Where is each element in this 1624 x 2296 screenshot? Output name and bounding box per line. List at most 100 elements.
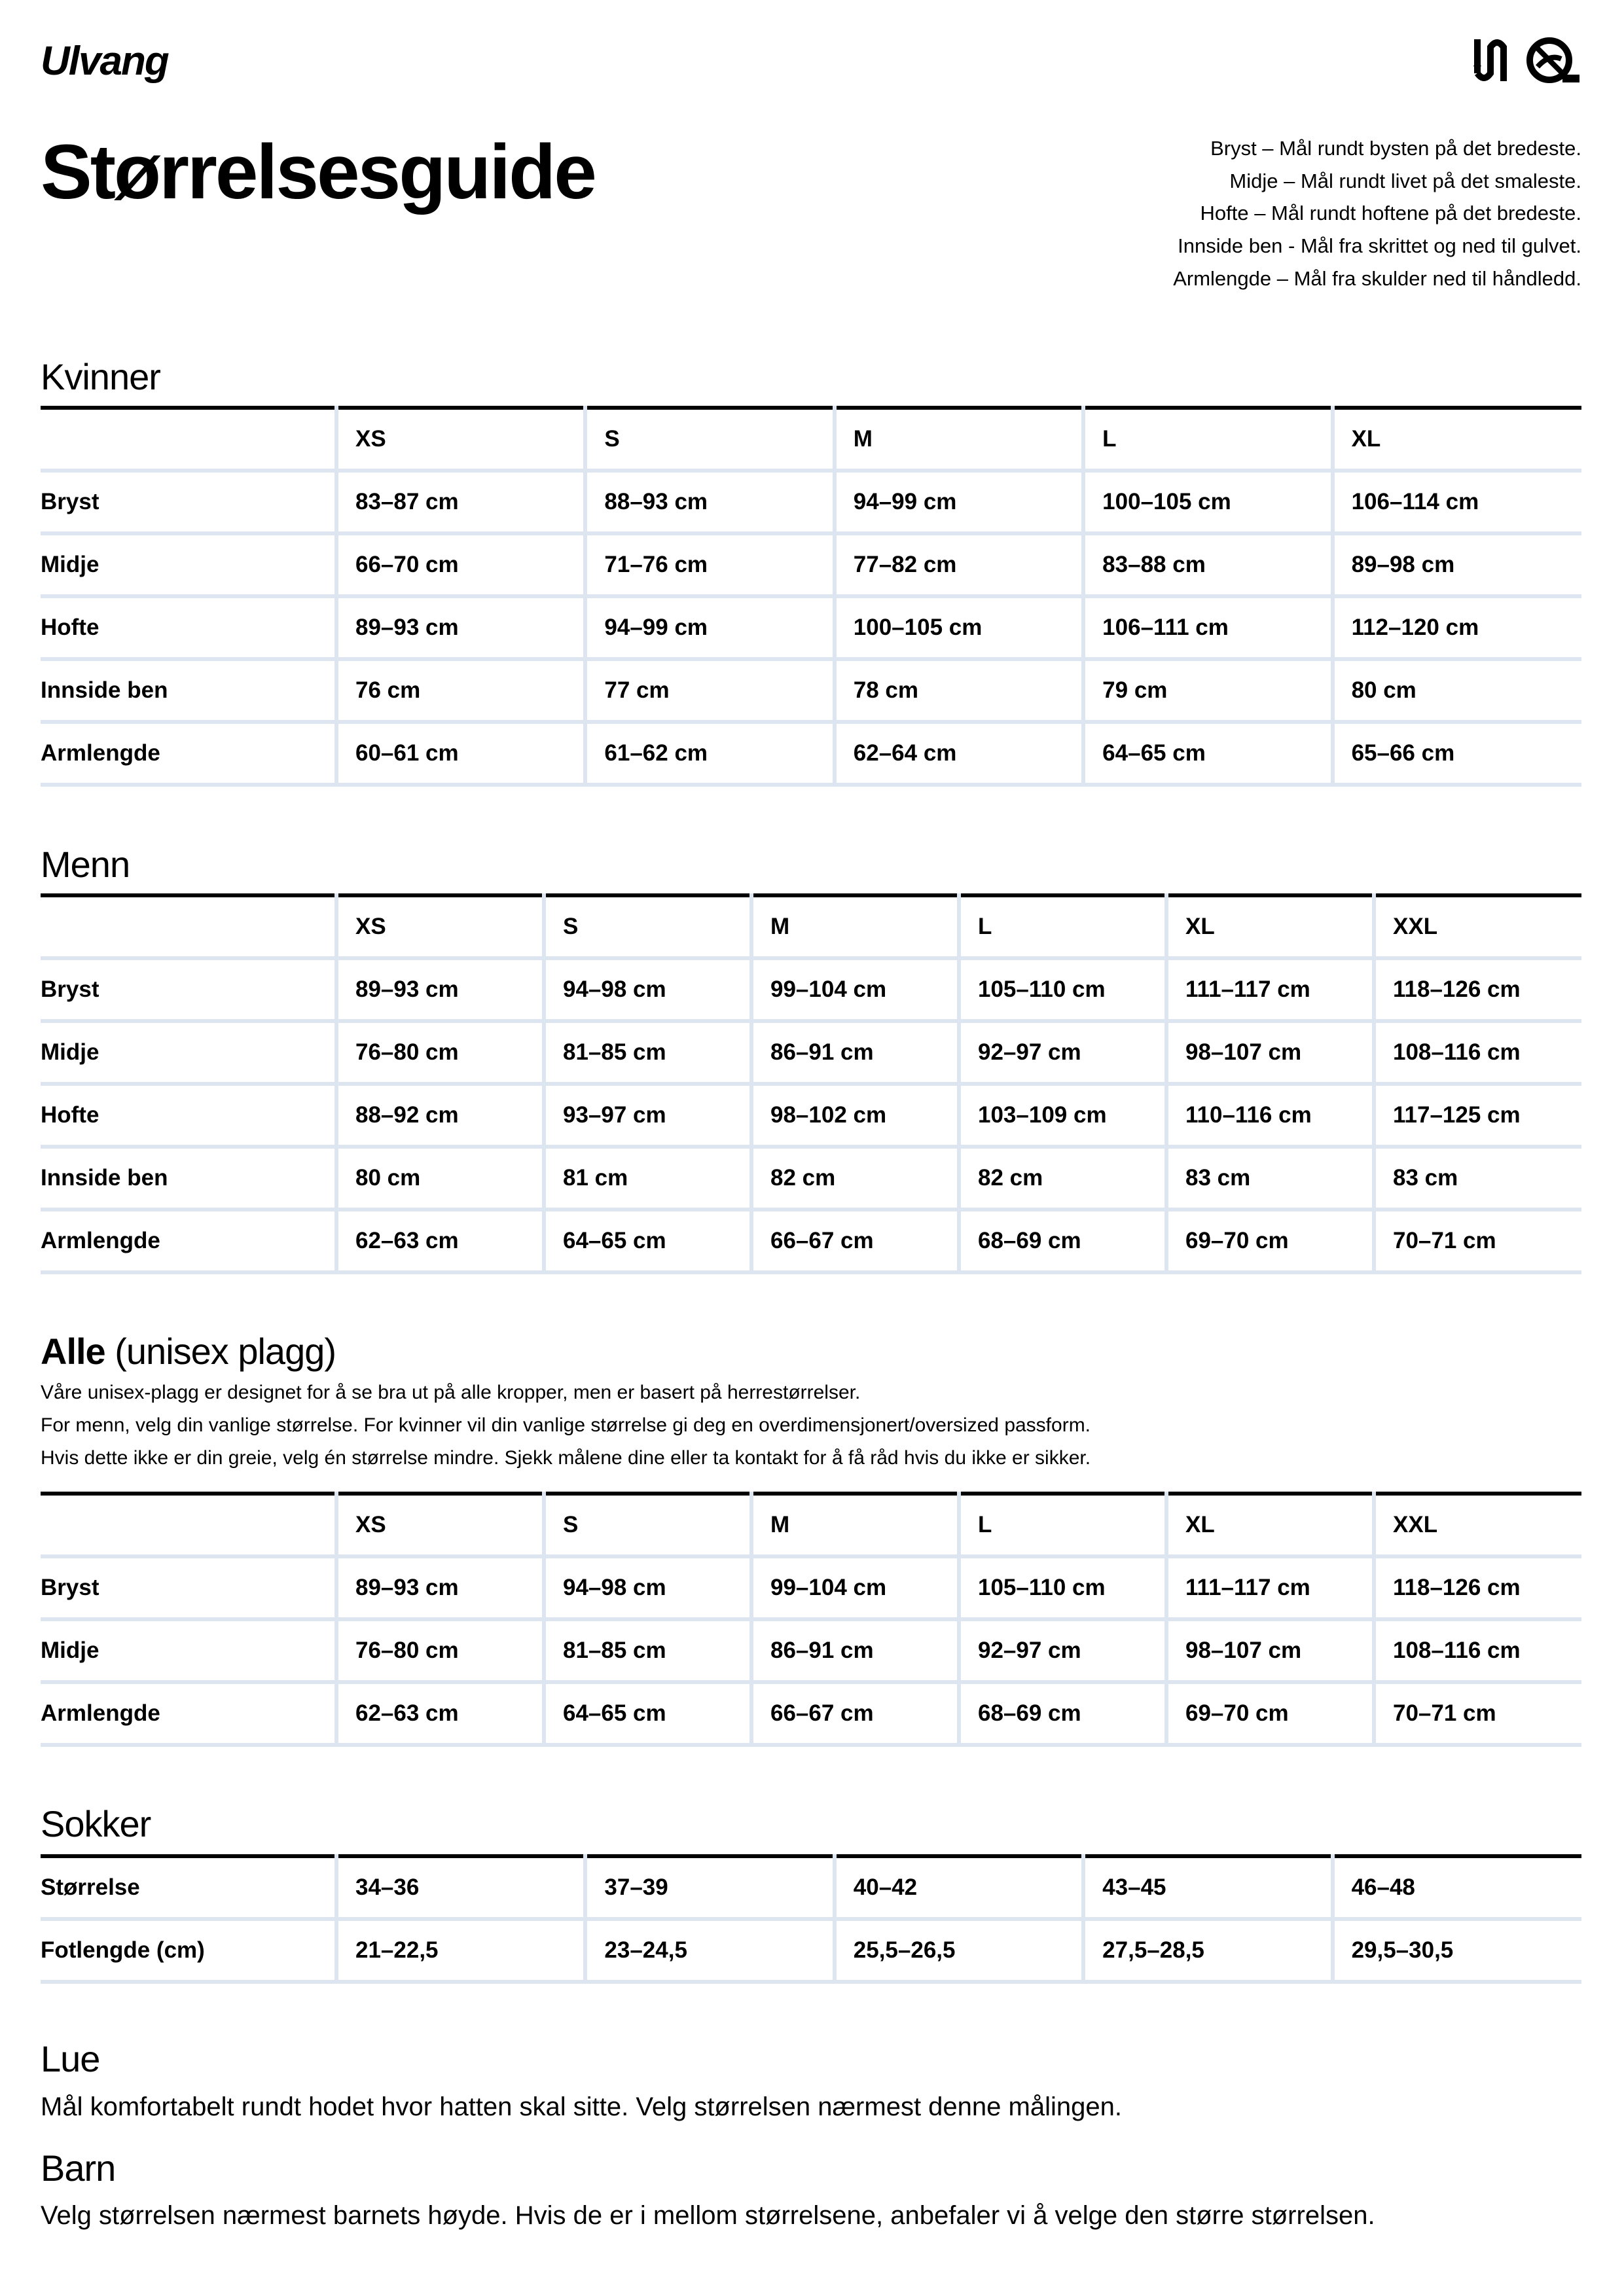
- measurement-cell: 61–62 cm: [583, 722, 835, 787]
- measurement-cell: 69–70 cm: [1164, 1682, 1374, 1747]
- section-heading-kvinner: Kvinner: [41, 356, 161, 397]
- size-header-cell: S: [583, 408, 835, 473]
- measurement-cell: 25,5–26,5: [832, 1919, 1084, 1984]
- size-header-cell: M: [749, 895, 959, 960]
- section-heading-lue: Lue: [41, 2038, 100, 2079]
- row-label: Hofte: [41, 596, 336, 661]
- measurement-cell: 68–69 cm: [957, 1210, 1166, 1274]
- table-kvinner: XS S M L XL Bryst 83–87 cm 88–93 cm 94–99 cm 100–…: [41, 406, 1581, 787]
- alle-description-line: Våre unisex-plagg er designet for å se b…: [41, 1382, 861, 1403]
- measurement-cell: 93–97 cm: [542, 1084, 751, 1149]
- size-header-cell: S: [542, 895, 751, 960]
- size-header-cell: L: [1081, 408, 1333, 473]
- measurement-cell: 89–98 cm: [1330, 533, 1581, 598]
- alle-description-line: For menn, velg din vanlige størrelse. Fo…: [41, 1414, 1091, 1436]
- measurement-cell: 71–76 cm: [583, 533, 835, 598]
- size-header-cell: XL: [1164, 1494, 1374, 1558]
- measurement-cell: 66–67 cm: [749, 1682, 959, 1747]
- measurement-cell: 64–65 cm: [1081, 722, 1333, 787]
- measurement-cell: 62–63 cm: [334, 1210, 544, 1274]
- measurement-cell: 111–117 cm: [1164, 958, 1374, 1023]
- measurement-cell: 99–104 cm: [749, 1556, 959, 1621]
- measurement-cell: 106–111 cm: [1081, 596, 1333, 661]
- header-empty-cell: [41, 1494, 336, 1558]
- measurement-cell: 76 cm: [334, 659, 586, 724]
- measurement-cell: 118–126 cm: [1372, 1556, 1581, 1621]
- measurement-cell: 65–66 cm: [1330, 722, 1581, 787]
- table-menn: XS S M L XL XXL Bryst 89–93 cm 94–98 cm 99–104 cm…: [41, 893, 1581, 1274]
- measurement-cell: 76–80 cm: [334, 1619, 544, 1684]
- table-alle: XS S M L XL XXL Bryst 89–93 cm 94–98 cm 99–104 cm…: [41, 1492, 1581, 1747]
- section-heading-menn: Menn: [41, 844, 130, 885]
- measurement-cell: 108–116 cm: [1372, 1021, 1581, 1086]
- measurement-cell: 94–98 cm: [542, 958, 751, 1023]
- measurement-cell: 98–107 cm: [1164, 1021, 1374, 1086]
- table-row: Midje 76–80 cm 81–85 cm 86–91 cm 92–97 cm 98–…: [41, 1619, 1581, 1684]
- table-row: Bryst 89–93 cm 94–98 cm 99–104 cm 105–110 cm…: [41, 958, 1581, 1023]
- measurement-cell: 70–71 cm: [1372, 1682, 1581, 1747]
- row-label: Midje: [41, 1021, 336, 1086]
- measurement-cell: 111–117 cm: [1164, 1556, 1374, 1621]
- section-heading-alle: Alle (unisex plagg): [41, 1330, 336, 1372]
- page-title: Størrelsesguide: [41, 129, 597, 215]
- size-header-cell: XS: [334, 408, 586, 473]
- measurement-cell: 37–39: [583, 1856, 835, 1921]
- table-row: Midje 66–70 cm 71–76 cm 77–82 cm 83–88 cm 89–…: [41, 533, 1581, 598]
- table-row: Hofte 88–92 cm 93–97 cm 98–102 cm 103–109 cm…: [41, 1084, 1581, 1149]
- measurement-cell: 86–91 cm: [749, 1021, 959, 1086]
- measurement-cell: 100–105 cm: [832, 596, 1084, 661]
- measurement-cell: 105–110 cm: [957, 958, 1166, 1023]
- measurement-cell: 40–42: [832, 1856, 1084, 1921]
- brand-logo: Ulvang: [41, 39, 170, 84]
- measurement-cell: 81 cm: [542, 1147, 751, 1211]
- section-heading-barn: Barn: [41, 2147, 116, 2189]
- measurement-cell: 98–107 cm: [1164, 1619, 1374, 1684]
- measurement-cell: 86–91 cm: [749, 1619, 959, 1684]
- note-hofte: Hofte – Mål rundt hoftene på det bredest…: [1200, 202, 1582, 225]
- size-header-cell: XS: [334, 1494, 544, 1558]
- table-row: Fotlengde (cm) 21–22,5 23–24,5 25,5–26,5 27,…: [41, 1919, 1581, 1984]
- size-header-cell: L: [957, 895, 1166, 960]
- size-header-cell: XXL: [1372, 1494, 1581, 1558]
- measurement-cell: 66–67 cm: [749, 1210, 959, 1274]
- measurement-cell: 89–93 cm: [334, 1556, 544, 1621]
- measurement-cell: 43–45: [1081, 1856, 1333, 1921]
- measurement-cell: 21–22,5: [334, 1919, 586, 1984]
- measurement-cell: 66–70 cm: [334, 533, 586, 598]
- measurement-cell: 88–93 cm: [583, 471, 835, 535]
- measurement-cell: 118–126 cm: [1372, 958, 1581, 1023]
- measurement-cell: 77–82 cm: [832, 533, 1084, 598]
- measurement-cell: 80 cm: [1330, 659, 1581, 724]
- alle-heading-suffix: (unisex plagg): [115, 1331, 336, 1372]
- measurement-cell: 77 cm: [583, 659, 835, 724]
- measurement-cell: 94–99 cm: [832, 471, 1084, 535]
- size-header-cell: XS: [334, 895, 544, 960]
- measurement-cell: 69–70 cm: [1164, 1210, 1374, 1274]
- measurement-cell: 108–116 cm: [1372, 1619, 1581, 1684]
- size-header-cell: L: [957, 1494, 1166, 1558]
- size-header-cell: S: [542, 1494, 751, 1558]
- section-heading-sokker: Sokker: [41, 1803, 151, 1844]
- measurement-cell: 64–65 cm: [542, 1682, 751, 1747]
- table-row: Innside ben 76 cm 77 cm 78 cm 79 cm 80 cm: [41, 659, 1581, 724]
- row-label: Størrelse: [41, 1856, 336, 1921]
- measurement-cell: 105–110 cm: [957, 1556, 1166, 1621]
- measurement-cell: 79 cm: [1081, 659, 1333, 724]
- alle-description: Våre unisex-plagg er designet for å se b…: [41, 1376, 1091, 1475]
- row-label: Armlengde: [41, 1682, 336, 1747]
- lue-text: Mål komfortabelt rundt hodet hvor hatten…: [41, 2092, 1122, 2121]
- measurement-cell: 46–48: [1330, 1856, 1581, 1921]
- measurement-cell: 94–98 cm: [542, 1556, 751, 1621]
- measurement-cell: 83 cm: [1372, 1147, 1581, 1211]
- measurement-cell: 112–120 cm: [1330, 596, 1581, 661]
- measurement-cell: 99–104 cm: [749, 958, 959, 1023]
- row-label: Bryst: [41, 1556, 336, 1621]
- measurement-cell: 89–93 cm: [334, 958, 544, 1023]
- measurement-cell: 62–63 cm: [334, 1682, 544, 1747]
- note-innside-ben: Innside ben - Mål fra skrittet og ned ti…: [1178, 234, 1581, 258]
- measurement-cell: 80 cm: [334, 1147, 544, 1211]
- measurement-cell: 23–24,5: [583, 1919, 835, 1984]
- measurement-cell: 29,5–30,5: [1330, 1919, 1581, 1984]
- measurement-cell: 83–88 cm: [1081, 533, 1333, 598]
- table-row: Størrelse 34–36 37–39 40–42 43–45 46–48: [41, 1856, 1581, 1921]
